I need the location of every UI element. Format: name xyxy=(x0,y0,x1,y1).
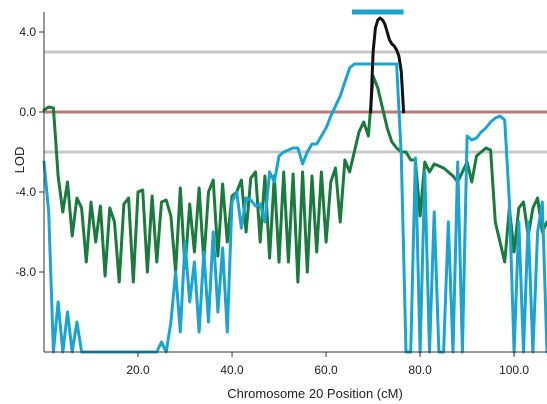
series-line-2 xyxy=(369,16,406,114)
reference-lines xyxy=(44,50,547,154)
y-tick-label-1: 0.0 xyxy=(19,105,36,119)
series-lines xyxy=(42,16,547,354)
x-tick-label-1: 40.0 xyxy=(220,363,244,377)
x-tick-label-0: 20.0 xyxy=(126,363,150,377)
y-axis-title: LOD xyxy=(12,147,27,174)
y-tick-label-0: 4.0 xyxy=(19,25,36,39)
y-tick-label-2: -4.0 xyxy=(15,185,36,199)
series-line-0 xyxy=(42,74,547,284)
x-tick-label-2: 60.0 xyxy=(314,363,338,377)
x-tick-label-3: 80.0 xyxy=(408,363,432,377)
axes xyxy=(43,12,547,353)
y-tick-label-3: -8.0 xyxy=(15,265,36,279)
ticks: 20.0 40.0 60.0 80.0 100.0 4.0 0.0 -4.0 -8.0 xyxy=(15,25,529,377)
x-tick-label-4: 100.0 xyxy=(499,363,529,377)
x-axis-title: Chromosome 20 Position (cM) xyxy=(227,386,403,401)
